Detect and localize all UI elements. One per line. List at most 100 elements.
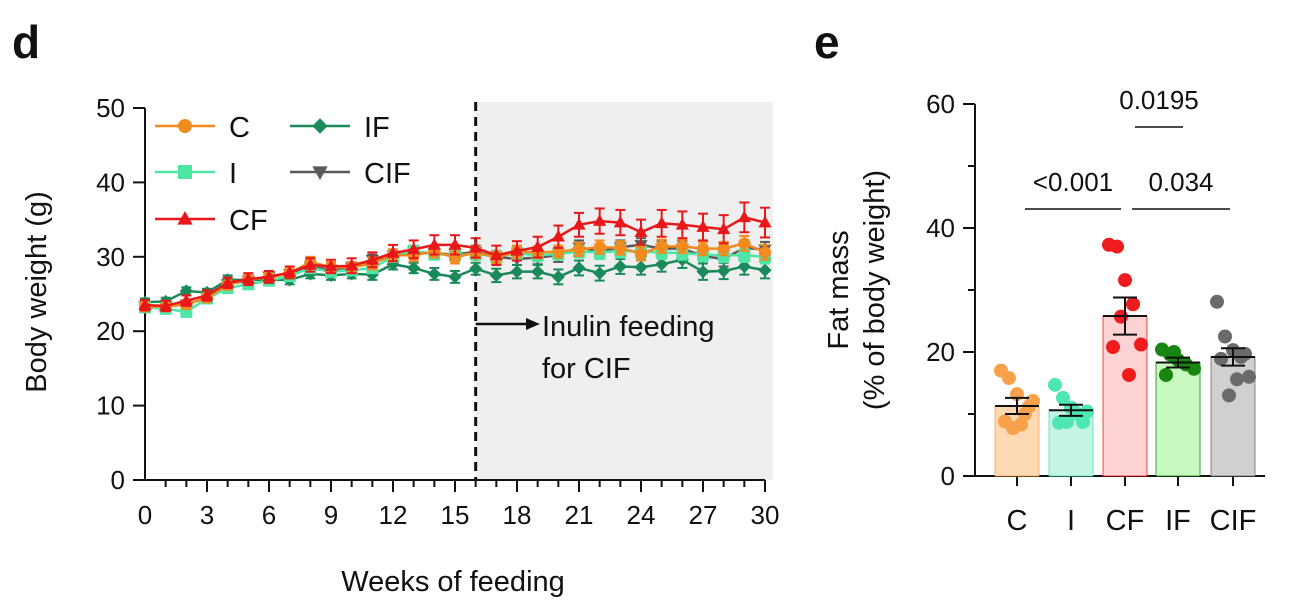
data-point <box>448 270 462 284</box>
e-x-tick-label: CIF <box>1210 505 1257 537</box>
e-y-tick-label: 0 <box>941 461 955 491</box>
data-point <box>1118 273 1132 288</box>
x-axis-label: Weeks of feeding <box>341 566 565 598</box>
x-tick-label: 9 <box>324 500 338 530</box>
y-tick-label: 30 <box>96 242 125 272</box>
e-y-axis-label-line-2: (% of body weight) <box>859 170 891 410</box>
annotation-line-1: Inulin feeding <box>542 311 715 343</box>
legend-marker <box>178 165 192 179</box>
data-point <box>675 217 689 230</box>
data-point <box>593 266 607 280</box>
data-point <box>738 237 751 250</box>
y-tick-label: 20 <box>96 316 125 346</box>
data-point <box>696 220 710 232</box>
data-point <box>697 242 709 255</box>
x-tick-label: 27 <box>689 500 718 530</box>
data-point <box>179 284 193 298</box>
y-tick-label: 0 <box>111 465 125 495</box>
data-point <box>303 258 317 270</box>
legend-marker <box>178 119 192 133</box>
data-point <box>655 257 669 271</box>
p-value-label: <0.001 <box>1033 167 1113 197</box>
data-point <box>469 240 483 253</box>
series-CF <box>138 201 772 313</box>
p-value-label: 0.0195 <box>1119 85 1199 115</box>
data-point <box>1214 351 1228 366</box>
annotation-arrow-head <box>526 318 540 330</box>
data-point <box>634 260 648 274</box>
legend-item-IF: IF <box>290 112 390 144</box>
data-point <box>655 216 669 229</box>
panel-label-d: d <box>12 16 40 68</box>
data-point <box>738 249 751 262</box>
data-point <box>1014 417 1028 432</box>
data-point <box>1076 415 1090 430</box>
data-point <box>1080 404 1094 419</box>
data-point <box>613 215 627 228</box>
e-x-tick-label: I <box>1067 505 1075 537</box>
data-point <box>572 261 586 275</box>
data-point <box>717 222 731 235</box>
legend-item-C: C <box>155 112 250 144</box>
e-x-tick-label: C <box>1007 505 1028 537</box>
e-x-tick-label: IF <box>1165 505 1191 537</box>
data-point <box>758 263 772 277</box>
legend-item-I: I <box>155 158 237 190</box>
data-point <box>634 225 648 238</box>
data-point <box>551 270 565 284</box>
legend-item-CIF: CIF <box>290 158 411 190</box>
annotation-line-2: for CIF <box>542 353 631 385</box>
data-point <box>531 240 545 252</box>
data-point <box>1159 367 1173 382</box>
x-tick-label: 3 <box>200 500 214 530</box>
data-point <box>696 265 710 279</box>
e-y-tick-label: 60 <box>926 89 955 119</box>
data-point <box>489 268 503 282</box>
y-axis-label: Body weight (g) <box>21 191 53 393</box>
data-point <box>221 275 235 288</box>
legend-marker <box>177 210 193 225</box>
data-point <box>1167 345 1181 359</box>
x-tick-label: 0 <box>138 500 152 530</box>
legend-item-CF: CF <box>155 205 268 237</box>
series-IF <box>138 250 772 309</box>
chart-d: 0 10 20 30 40 50 0 3 6 9 12 15 18 21 24 27 30 CI CF IF CIF <box>96 93 779 530</box>
x-tick-label: 6 <box>262 500 276 530</box>
legend-label: C <box>229 112 250 144</box>
x-tick-label: 18 <box>503 500 532 530</box>
x-tick-label: 15 <box>441 500 470 530</box>
data-point <box>365 252 379 265</box>
data-point <box>759 246 771 259</box>
legend-label: CIF <box>364 158 411 190</box>
data-point <box>717 264 731 278</box>
data-point <box>635 247 647 260</box>
x-tick-label: 30 <box>751 500 780 530</box>
chart-e: 0 20 40 60 C I CF IF CIF <0.001 0.034 0.0195 <box>926 85 1265 537</box>
data-point <box>386 246 400 258</box>
y-tick-label: 10 <box>96 391 125 421</box>
data-point <box>1218 329 1232 344</box>
data-point <box>1242 369 1256 384</box>
data-point <box>1222 388 1236 403</box>
data-point <box>1002 371 1016 386</box>
x-tick-label: 12 <box>379 500 408 530</box>
data-point <box>531 265 545 279</box>
x-tick-label: 24 <box>627 500 656 530</box>
data-point <box>489 248 503 261</box>
data-point <box>717 242 730 255</box>
data-point <box>737 259 751 274</box>
data-point <box>551 229 565 242</box>
data-point <box>655 240 668 253</box>
data-point <box>572 217 586 230</box>
data-point <box>324 259 338 272</box>
data-point <box>1122 367 1136 382</box>
data-point <box>1110 239 1124 254</box>
p-value-label: 0.034 <box>1148 167 1213 197</box>
data-point <box>200 288 214 301</box>
legend-marker <box>312 118 328 134</box>
data-point <box>510 265 524 279</box>
data-point <box>407 261 421 275</box>
data-point <box>1187 361 1201 376</box>
data-point <box>1134 337 1148 352</box>
